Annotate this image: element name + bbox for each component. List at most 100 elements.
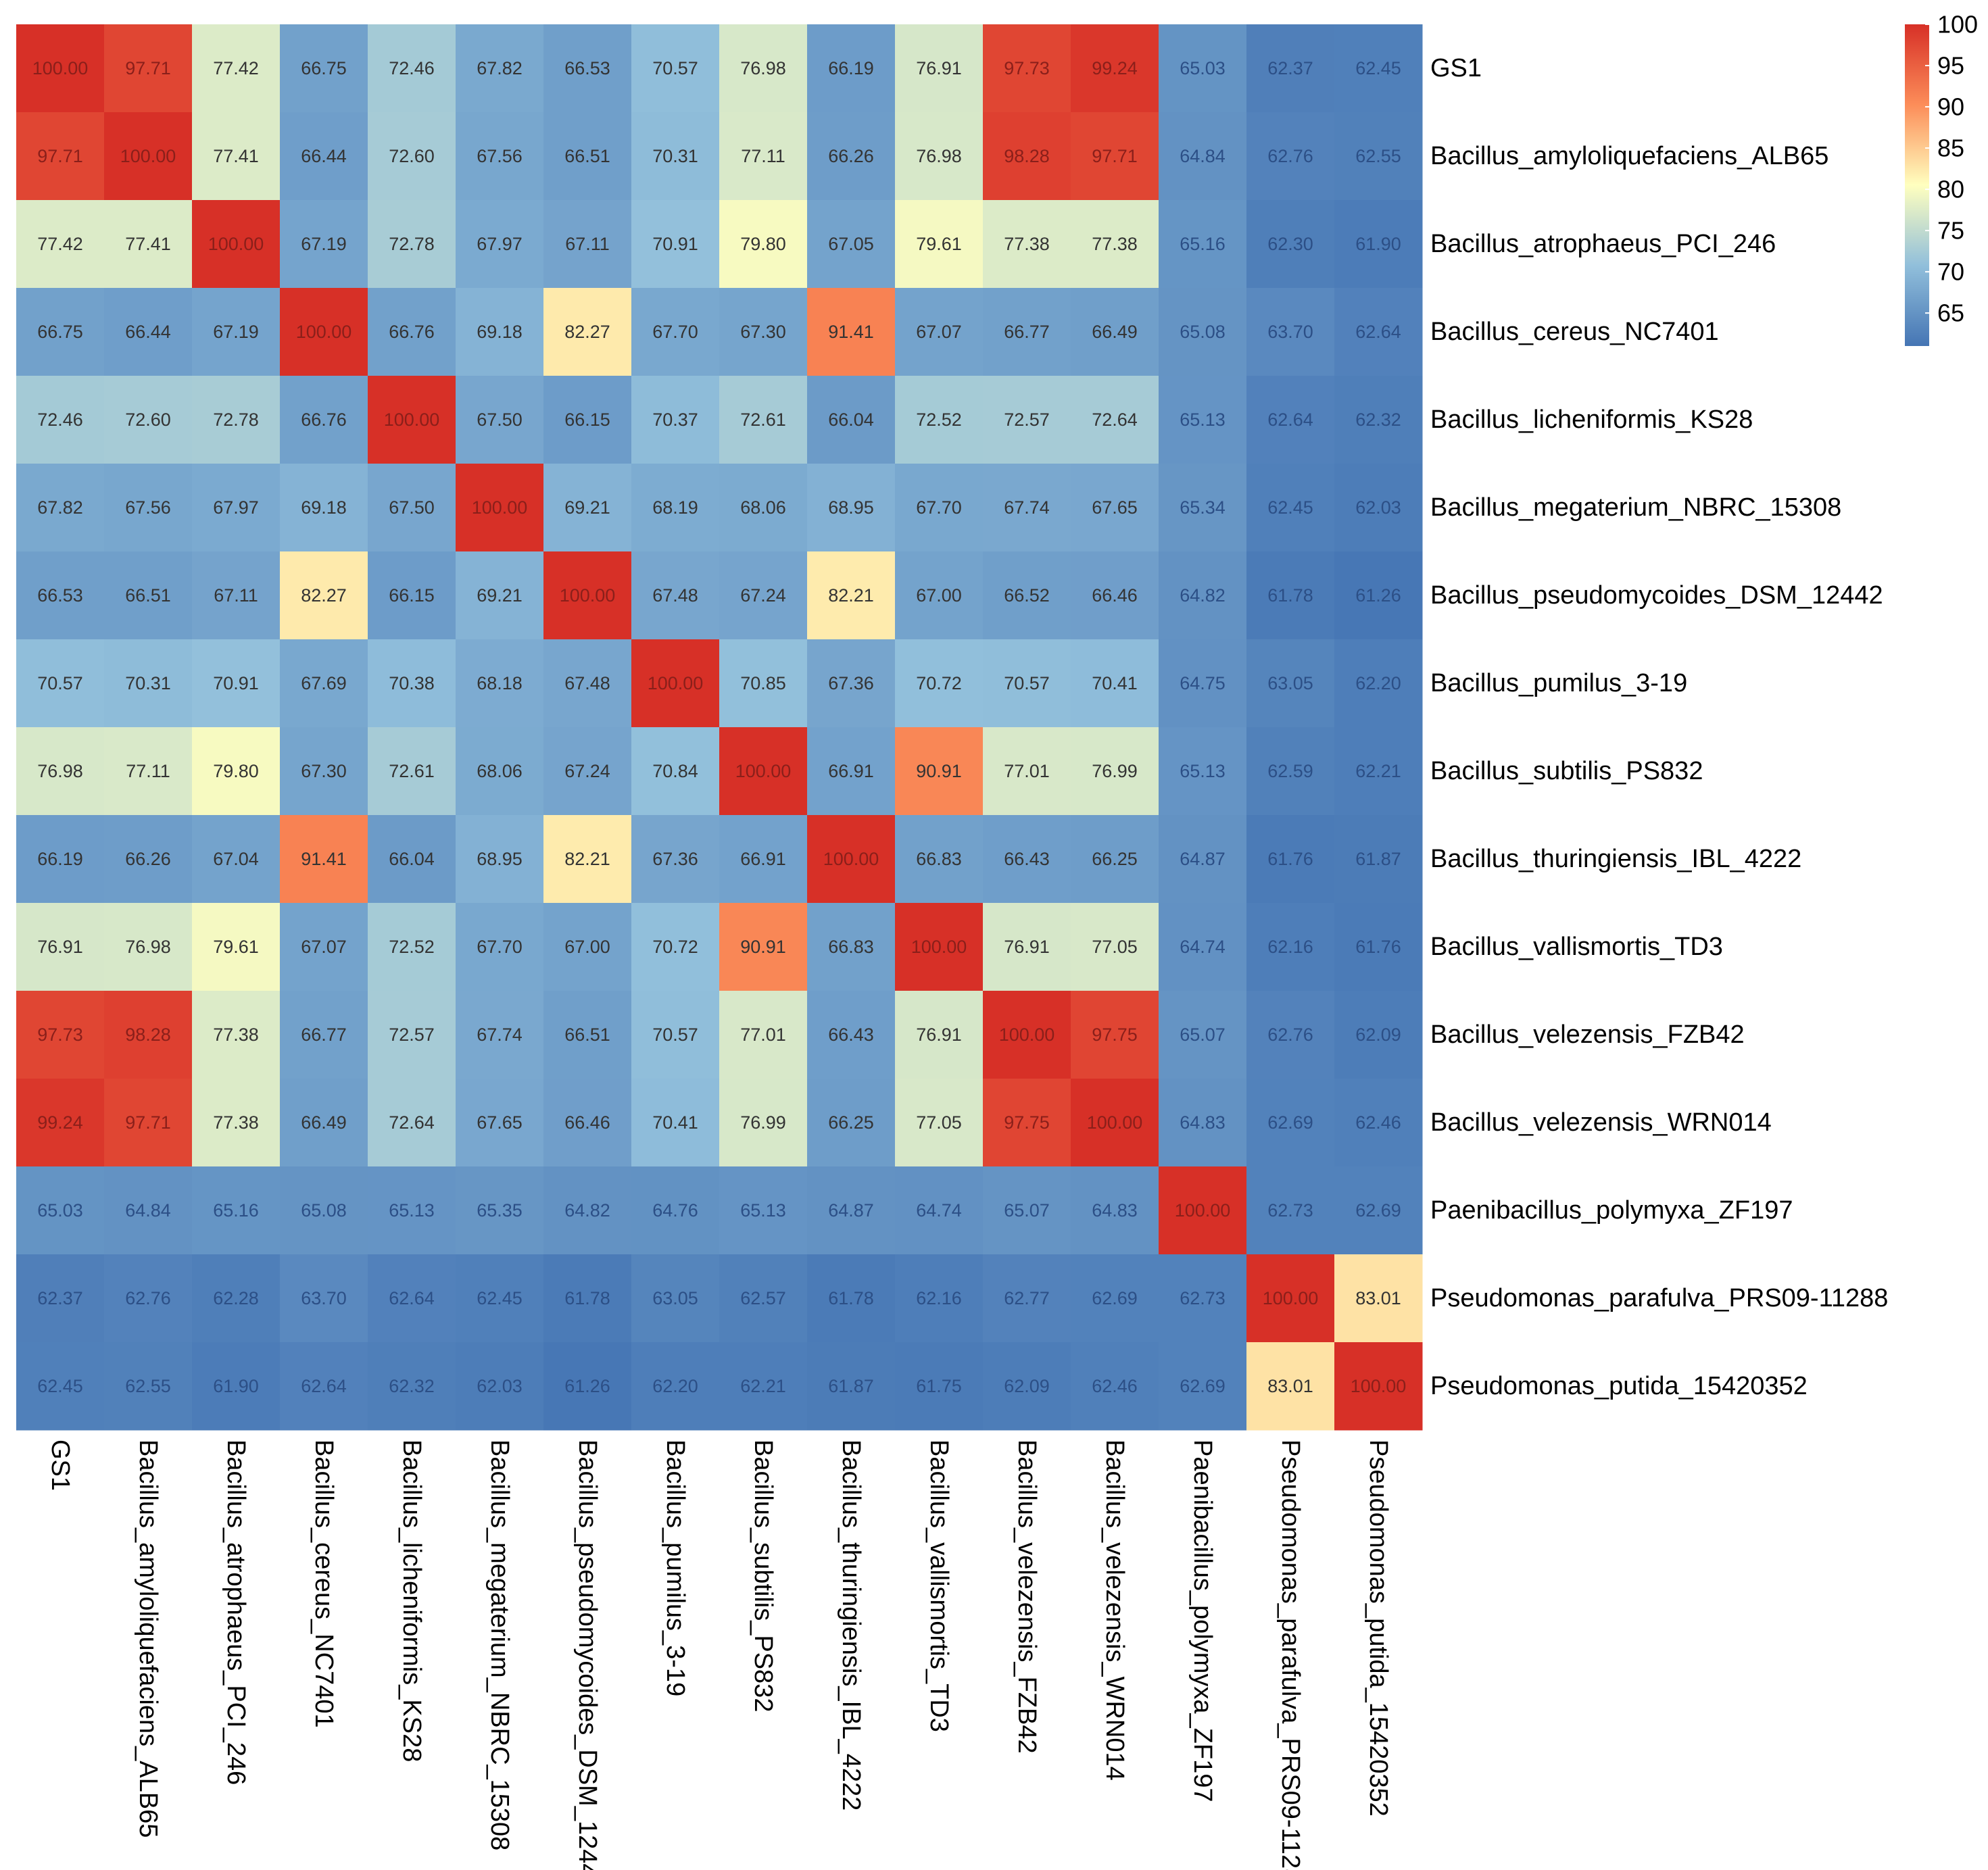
heatmap-cell <box>631 1254 720 1343</box>
heatmap-cell <box>280 903 368 991</box>
heatmap-cell <box>631 24 720 113</box>
cell-value-label: 66.43 <box>828 1025 874 1045</box>
cell-value-label: 65.03 <box>37 1200 83 1221</box>
column-label: Bacillus_thuringiensis_IBL_4222 <box>837 1440 865 1811</box>
heatmap-cell <box>1246 639 1335 728</box>
cell-value-label: 72.64 <box>1092 410 1138 430</box>
heatmap-cell <box>1246 815 1335 904</box>
cell-value-label: 62.45 <box>1355 58 1401 78</box>
cell-value-label: 72.61 <box>389 761 435 781</box>
heatmap-cell <box>16 24 105 113</box>
heatmap-cell <box>1071 903 1159 991</box>
cell-value-label: 62.69 <box>1092 1288 1138 1308</box>
heatmap-cell <box>1159 639 1247 728</box>
cell-value-label: 61.76 <box>1267 849 1313 869</box>
cell-value-label: 77.41 <box>125 234 171 254</box>
heatmap-cell <box>280 376 368 464</box>
cell-value-label: 70.91 <box>652 234 698 254</box>
heatmap-cell <box>983 112 1071 201</box>
cell-value-label: 66.15 <box>389 585 435 606</box>
heatmap-cell <box>456 815 544 904</box>
heatmap-cell <box>192 464 281 552</box>
column-label: Pseudomonas_putida_15420352 <box>1364 1440 1392 1817</box>
heatmap-cell <box>280 991 368 1079</box>
heatmap-cell <box>631 1166 720 1255</box>
cell-value-label: 62.73 <box>1180 1288 1226 1308</box>
cell-value-label: 67.82 <box>477 58 523 78</box>
heatmap-cell <box>456 1342 544 1431</box>
cell-value-label: 97.75 <box>1004 1112 1050 1133</box>
cell-value-label: 100.00 <box>560 585 616 606</box>
heatmap-cell <box>16 991 105 1079</box>
heatmap-cell <box>192 551 281 640</box>
heatmap-cell <box>104 727 193 816</box>
heatmap-cell <box>807 288 896 376</box>
cell-value-label: 61.78 <box>564 1288 610 1308</box>
heatmap-cell <box>631 376 720 464</box>
heatmap-cell <box>368 1166 456 1255</box>
cell-value-label: 64.87 <box>828 1200 874 1221</box>
heatmap-cell <box>807 991 896 1079</box>
heatmap-cell <box>16 200 105 289</box>
cell-value-label: 66.91 <box>740 849 786 869</box>
cell-value-label: 76.98 <box>916 146 962 166</box>
cell-value-label: 62.21 <box>740 1376 786 1396</box>
cell-value-label: 65.16 <box>213 1200 259 1221</box>
column-label: Bacillus_licheniformis_KS28 <box>397 1440 426 1762</box>
cell-value-label: 79.80 <box>740 234 786 254</box>
cell-value-label: 65.13 <box>1180 761 1226 781</box>
cell-value-label: 97.71 <box>125 1112 171 1133</box>
row-label: Bacillus_pumilus_3-19 <box>1430 669 1687 697</box>
cell-value-label: 62.64 <box>1355 322 1401 342</box>
heatmap-cell <box>719 991 808 1079</box>
heatmap-cell <box>983 1079 1071 1167</box>
cell-value-label: 62.09 <box>1004 1376 1050 1396</box>
heatmap-cell <box>456 200 544 289</box>
cell-value-label: 65.34 <box>1180 497 1226 518</box>
row-label: Pseudomonas_parafulva_PRS09-11288 <box>1430 1284 1888 1312</box>
cell-value-label: 69.21 <box>477 585 523 606</box>
cell-value-label: 61.87 <box>828 1376 874 1396</box>
heatmap-cell <box>1159 112 1247 201</box>
cell-value-label: 66.43 <box>1004 849 1050 869</box>
cell-value-label: 72.61 <box>740 410 786 430</box>
heatmap-cell <box>1071 815 1159 904</box>
cell-value-label: 66.46 <box>1092 585 1138 606</box>
cell-value-label: 72.52 <box>389 937 435 957</box>
cell-value-label: 62.76 <box>125 1288 171 1308</box>
heatmap-cell <box>368 727 456 816</box>
heatmap-cell <box>16 1166 105 1255</box>
heatmap-cell <box>368 991 456 1079</box>
heatmap-cell <box>543 376 632 464</box>
heatmap-cell <box>631 903 720 991</box>
cell-value-label: 76.91 <box>916 58 962 78</box>
cell-value-label: 67.74 <box>477 1025 523 1045</box>
cell-value-label: 65.08 <box>301 1200 347 1221</box>
cell-value-label: 65.13 <box>740 1200 786 1221</box>
cell-value-label: 65.16 <box>1180 234 1226 254</box>
heatmap-cell <box>1246 551 1335 640</box>
row-label: Bacillus_velezensis_FZB42 <box>1430 1020 1745 1049</box>
cell-value-label: 98.28 <box>1004 146 1050 166</box>
cell-value-label: 61.78 <box>828 1288 874 1308</box>
heatmap-cell <box>983 288 1071 376</box>
cell-value-label: 100.00 <box>120 146 176 166</box>
cell-value-label: 72.46 <box>37 410 83 430</box>
cell-value-label: 68.06 <box>740 497 786 518</box>
heatmap-cell <box>1246 112 1335 201</box>
cell-value-label: 66.49 <box>301 1112 347 1133</box>
cell-value-label: 67.70 <box>916 497 962 518</box>
cell-value-label: 68.95 <box>477 849 523 869</box>
heatmap-cell <box>192 376 281 464</box>
color-legend: 100 95 90 85 80 75 70 65 <box>1905 11 1978 346</box>
heatmap-cell <box>983 551 1071 640</box>
cell-value-label: 97.75 <box>1092 1025 1138 1045</box>
cell-value-label: 61.90 <box>1355 234 1401 254</box>
heatmap-cell <box>280 639 368 728</box>
cell-value-label: 67.97 <box>213 497 259 518</box>
cell-value-label: 67.69 <box>301 673 347 693</box>
cell-value-label: 63.05 <box>1267 673 1313 693</box>
heatmap-cell <box>1334 727 1423 816</box>
heatmap-cell <box>895 991 984 1079</box>
heatmap-cell <box>280 464 368 552</box>
